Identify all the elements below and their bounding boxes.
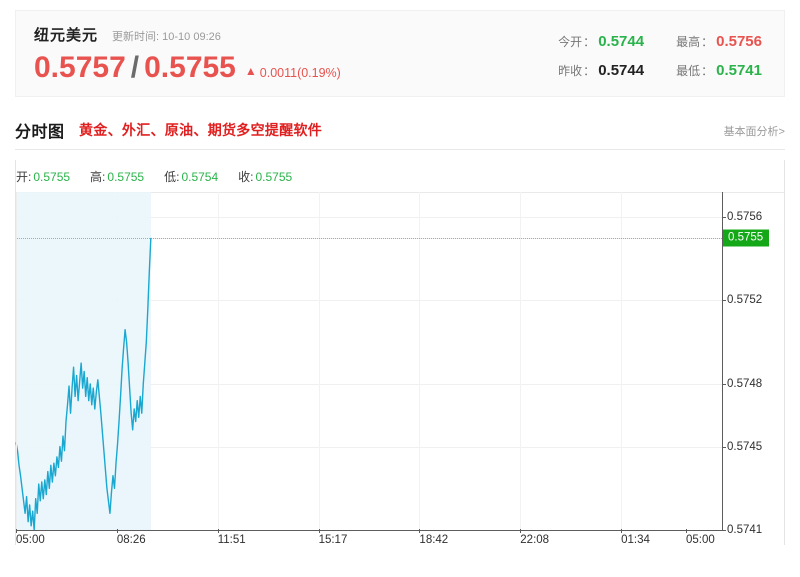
ohlc-low-value: 0.5754 bbox=[181, 170, 219, 184]
stat-prev-close-value: 0.5744 bbox=[598, 62, 645, 79]
x-axis-tick-label: 15:17 bbox=[318, 529, 348, 546]
gridline-horizontal bbox=[16, 300, 722, 302]
ohlc-high-label: 高: bbox=[90, 170, 106, 184]
section-divider bbox=[15, 149, 785, 150]
stat-high-colon: ： bbox=[701, 35, 714, 49]
stat-prev-close: 昨收 ： 0.5744 bbox=[558, 62, 644, 79]
fundamental-analysis-link[interactable]: 基本面分析> bbox=[723, 126, 785, 138]
section-subtitle-ad[interactable]: 黄金、外汇、原油、期货多空提醒软件 bbox=[79, 122, 323, 138]
gridline-vertical bbox=[520, 192, 522, 530]
gridline-horizontal bbox=[16, 217, 722, 219]
stat-low-label: 最低 bbox=[676, 64, 701, 78]
y-axis-tick-label: 0.5741 bbox=[721, 524, 763, 536]
chart-plot-area[interactable] bbox=[15, 192, 722, 531]
quote-header-panel: 纽元美元 更新时间: 10-10 09:26 0.5757 / 0.5755 ▲… bbox=[15, 10, 785, 97]
price-row: 0.5757 / 0.5755 ▲ 0.0011(0.19%) bbox=[34, 51, 341, 85]
x-axis-tick-label: 08:26 bbox=[116, 529, 146, 546]
price-line-path bbox=[15, 237, 152, 531]
bid-price: 0.5755 bbox=[144, 51, 236, 84]
stat-open: 今开 ： 0.5744 bbox=[558, 33, 644, 50]
x-axis-tick-label: 01:34 bbox=[621, 529, 650, 546]
ohlc-close-label: 收: bbox=[238, 170, 254, 184]
chart-section-header: 分时图 黄金、外汇、原油、期货多空提醒软件 基本面分析> bbox=[15, 118, 785, 146]
update-time-label: 更新时间: 10-10 09:26 bbox=[112, 28, 221, 44]
y-axis-current-price-badge: 0.5755 bbox=[723, 229, 770, 247]
price-line-series bbox=[15, 237, 152, 531]
ohlc-high-value: 0.5755 bbox=[107, 170, 145, 184]
update-time-prefix: 更新时间: bbox=[112, 31, 160, 43]
ohlc-open-label: 开: bbox=[16, 170, 32, 184]
gridline-vertical bbox=[621, 192, 623, 530]
stat-low-value: 0.5741 bbox=[716, 62, 762, 79]
gridline-vertical bbox=[318, 192, 320, 530]
update-time-value: 10-10 09:26 bbox=[162, 31, 221, 43]
current-price-reference-line bbox=[16, 237, 722, 239]
ohlc-close-value: 0.5755 bbox=[255, 170, 293, 184]
y-axis-tick-label: 0.5745 bbox=[721, 440, 763, 453]
gridline-horizontal bbox=[16, 383, 722, 385]
stat-prev-close-label: 昨收 bbox=[558, 64, 583, 78]
stat-low: 最低 ： 0.5741 bbox=[676, 62, 762, 79]
chart-x-axis bbox=[16, 530, 723, 531]
chart-y-axis-right bbox=[722, 192, 723, 530]
stat-high-value: 0.5756 bbox=[716, 33, 762, 50]
stat-high-label: 最高 bbox=[676, 35, 701, 49]
price-separator: / bbox=[130, 51, 140, 84]
gridline-horizontal bbox=[16, 446, 722, 448]
stat-high: 最高 ： 0.5756 bbox=[676, 33, 762, 50]
y-axis-tick-label: 0.5752 bbox=[721, 294, 763, 307]
ohlc-open-value: 0.5755 bbox=[33, 170, 71, 184]
ohlc-low: 低: 0.5754 bbox=[164, 168, 218, 185]
quote-name-row: 纽元美元 更新时间: 10-10 09:26 bbox=[34, 24, 341, 45]
quote-primary-block: 纽元美元 更新时间: 10-10 09:26 0.5757 / 0.5755 ▲… bbox=[34, 24, 341, 85]
gridline-vertical bbox=[419, 192, 421, 530]
x-axis-tick-label: 18:42 bbox=[419, 529, 449, 546]
stat-prev-close-colon: ： bbox=[583, 64, 596, 78]
y-axis-tick-label: 0.5748 bbox=[721, 377, 763, 390]
stat-low-colon: ： bbox=[701, 64, 714, 78]
price-change-value: 0.0011(0.19%) bbox=[259, 66, 341, 80]
x-axis-tick-label: 22:08 bbox=[520, 529, 550, 546]
gridline-vertical bbox=[217, 192, 219, 530]
security-name: 纽元美元 bbox=[34, 27, 99, 44]
x-axis-tick-label: 11:51 bbox=[217, 529, 246, 546]
chart-y-axis-left bbox=[16, 192, 17, 530]
section-title: 分时图 bbox=[15, 124, 65, 141]
x-axis-tick-label: 05:00 bbox=[16, 529, 45, 546]
y-axis-tick-label: 0.5756 bbox=[721, 211, 763, 224]
x-axis-tick-label: 05:00 bbox=[686, 529, 715, 546]
ohlc-summary: 开: 0.5755 高: 0.5755 低: 0.5754 收: 0.5755 bbox=[16, 168, 292, 185]
ask-price: 0.5757 bbox=[34, 51, 126, 84]
chart-top-border bbox=[16, 192, 784, 193]
arrow-up-icon: ▲ bbox=[244, 64, 257, 78]
ohlc-high: 高: 0.5755 bbox=[90, 168, 144, 185]
price-change-group: ▲ 0.0011(0.19%) bbox=[244, 64, 341, 80]
ohlc-close: 收: 0.5755 bbox=[238, 168, 292, 185]
stat-open-colon: ： bbox=[583, 35, 596, 49]
ohlc-low-label: 低: bbox=[164, 170, 180, 184]
quote-stats-grid: 今开 ： 0.5744 最高 ： 0.5756 昨收 ： 0.5744 最低 ：… bbox=[558, 33, 762, 79]
ohlc-open: 开: 0.5755 bbox=[16, 168, 70, 185]
stat-open-label: 今开 bbox=[558, 35, 583, 49]
stat-open-value: 0.5744 bbox=[598, 33, 645, 50]
